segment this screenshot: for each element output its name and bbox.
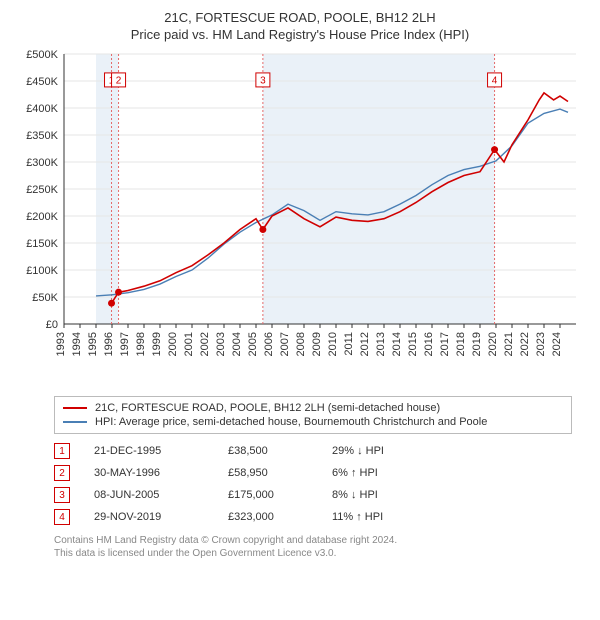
transaction-date: 29-NOV-2019	[94, 511, 204, 523]
svg-text:2013: 2013	[375, 332, 387, 356]
transaction-price: £38,500	[228, 445, 308, 457]
transactions-table: 1 21-DEC-1995 £38,500 29% ↓ HPI 2 30-MAY-1996…	[54, 440, 590, 528]
transaction-row: 4 29-NOV-2019 £323,000 11% ↑ HPI	[54, 506, 590, 528]
transaction-delta: 29% ↓ HPI	[332, 445, 432, 457]
transaction-marker: 3	[54, 487, 70, 503]
svg-text:2014: 2014	[391, 332, 403, 356]
transaction-row: 1 21-DEC-1995 £38,500 29% ↓ HPI	[54, 440, 590, 462]
legend-swatch-hpi	[63, 421, 87, 423]
transaction-row: 3 08-JUN-2005 £175,000 8% ↓ HPI	[54, 484, 590, 506]
svg-text:2001: 2001	[183, 332, 195, 356]
svg-text:1993: 1993	[55, 332, 67, 356]
price-vs-hpi-chart: £0 £50K £100K £150K £200K £250K £300K £350K £400…	[20, 48, 580, 388]
svg-text:2023: 2023	[535, 332, 547, 356]
svg-text:1994: 1994	[71, 332, 83, 356]
svg-text:1996: 1996	[103, 332, 115, 356]
svg-text:2024: 2024	[551, 332, 563, 356]
chart-svg: £0 £50K £100K £150K £200K £250K £300K £350K £400…	[20, 48, 580, 388]
legend-item-price: 21C, FORTESCUE ROAD, POOLE, BH12 2LH (se…	[63, 401, 563, 415]
svg-text:£500K: £500K	[26, 49, 58, 61]
legend-item-hpi: HPI: Average price, semi-detached house,…	[63, 415, 563, 429]
transaction-price: £175,000	[228, 489, 308, 501]
svg-text:2017: 2017	[439, 332, 451, 356]
svg-text:2009: 2009	[311, 332, 323, 356]
svg-text:2010: 2010	[327, 332, 339, 356]
svg-text:2006: 2006	[263, 332, 275, 356]
transaction-date: 08-JUN-2005	[94, 489, 204, 501]
svg-text:2015: 2015	[407, 332, 419, 356]
footer-line2: This data is licensed under the Open Gov…	[54, 547, 554, 560]
svg-text:2011: 2011	[343, 332, 355, 356]
legend-label-price: 21C, FORTESCUE ROAD, POOLE, BH12 2LH (se…	[95, 402, 440, 414]
transaction-delta: 6% ↑ HPI	[332, 467, 432, 479]
svg-text:£350K: £350K	[26, 130, 58, 142]
svg-text:1997: 1997	[119, 332, 131, 356]
svg-text:2008: 2008	[295, 332, 307, 356]
svg-text:2020: 2020	[487, 332, 499, 356]
transaction-row: 2 30-MAY-1996 £58,950 6% ↑ HPI	[54, 462, 590, 484]
chart-title: 21C, FORTESCUE ROAD, POOLE, BH12 2LH Pri…	[10, 10, 590, 42]
svg-text:£100K: £100K	[26, 265, 58, 277]
transaction-date: 21-DEC-1995	[94, 445, 204, 457]
legend-label-hpi: HPI: Average price, semi-detached house,…	[95, 416, 487, 428]
transaction-marker: 2	[54, 465, 70, 481]
attribution-footer: Contains HM Land Registry data © Crown c…	[54, 534, 554, 560]
svg-text:1998: 1998	[135, 332, 147, 356]
svg-text:£300K: £300K	[26, 157, 58, 169]
svg-text:2003: 2003	[215, 332, 227, 356]
svg-text:1995: 1995	[87, 332, 99, 356]
transaction-price: £323,000	[228, 511, 308, 523]
svg-text:2002: 2002	[199, 332, 211, 356]
svg-text:2022: 2022	[519, 332, 531, 356]
svg-text:2004: 2004	[231, 332, 243, 356]
svg-text:2012: 2012	[359, 332, 371, 356]
svg-text:2016: 2016	[423, 332, 435, 356]
svg-text:2018: 2018	[455, 332, 467, 356]
transaction-delta: 11% ↑ HPI	[332, 511, 432, 523]
transaction-date: 30-MAY-1996	[94, 467, 204, 479]
svg-text:2000: 2000	[167, 332, 179, 356]
title-line2: Price paid vs. HM Land Registry's House …	[10, 27, 590, 42]
svg-text:2: 2	[116, 76, 122, 87]
footer-line1: Contains HM Land Registry data © Crown c…	[54, 534, 554, 547]
transaction-marker: 1	[54, 443, 70, 459]
svg-text:£200K: £200K	[26, 211, 58, 223]
svg-text:4: 4	[492, 76, 498, 87]
svg-text:£50K: £50K	[32, 292, 58, 304]
svg-text:2005: 2005	[247, 332, 259, 356]
svg-text:2019: 2019	[471, 332, 483, 356]
svg-text:2007: 2007	[279, 332, 291, 356]
svg-text:£450K: £450K	[26, 76, 58, 88]
svg-text:£0: £0	[46, 319, 58, 331]
svg-text:2021: 2021	[503, 332, 515, 356]
legend-swatch-price	[63, 407, 87, 409]
legend: 21C, FORTESCUE ROAD, POOLE, BH12 2LH (se…	[54, 396, 572, 434]
svg-text:£400K: £400K	[26, 103, 58, 115]
svg-text:1999: 1999	[151, 332, 163, 356]
svg-text:£250K: £250K	[26, 184, 58, 196]
transaction-delta: 8% ↓ HPI	[332, 489, 432, 501]
transaction-marker: 4	[54, 509, 70, 525]
svg-text:£150K: £150K	[26, 238, 58, 250]
title-line1: 21C, FORTESCUE ROAD, POOLE, BH12 2LH	[10, 10, 590, 25]
svg-text:3: 3	[260, 76, 266, 87]
transaction-price: £58,950	[228, 467, 308, 479]
